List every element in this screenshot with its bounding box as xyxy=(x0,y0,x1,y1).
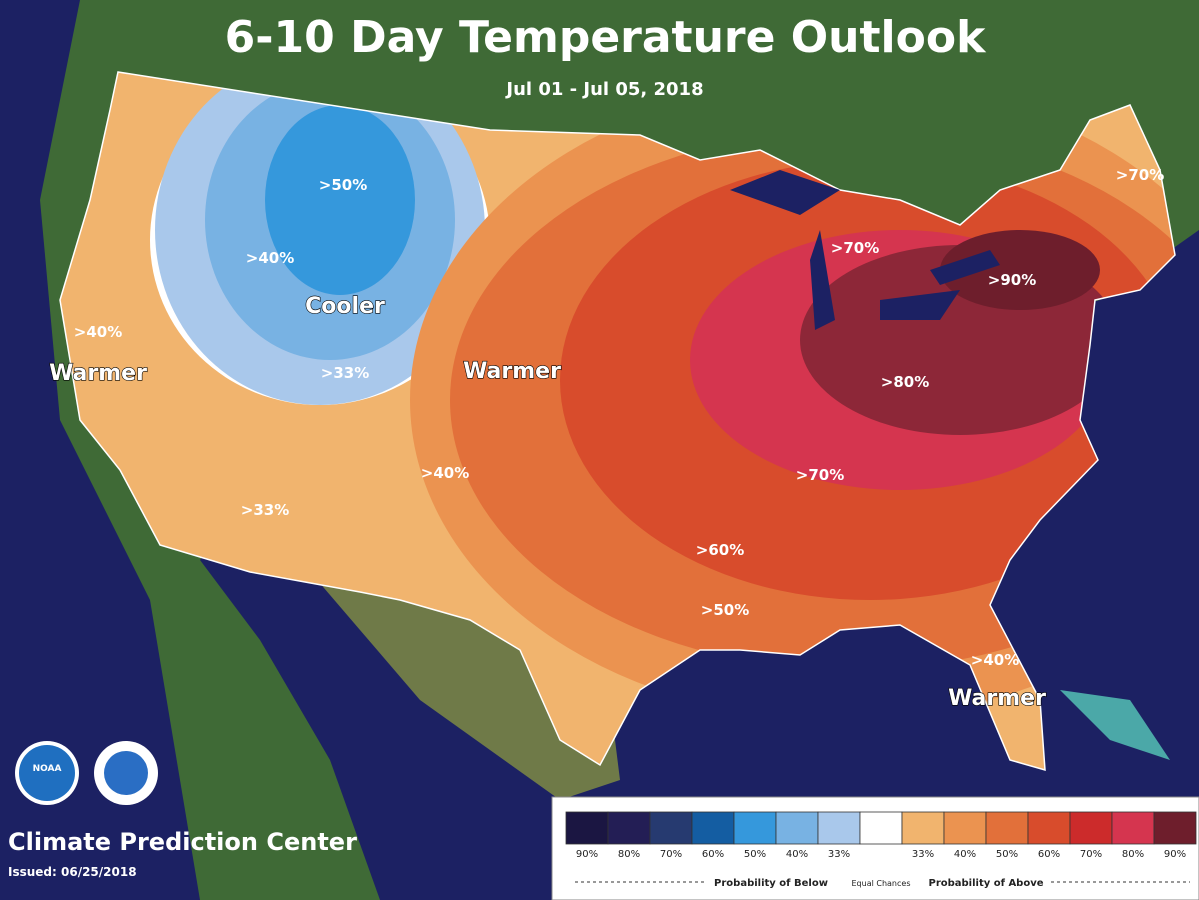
legend-label: 70% xyxy=(1080,849,1102,860)
legend-label: 60% xyxy=(702,849,724,860)
map-label: >90% xyxy=(988,271,1036,289)
legend-below: Probability of Below xyxy=(714,878,828,889)
map-label: >33% xyxy=(241,501,289,519)
legend-label: 50% xyxy=(744,849,766,860)
legend-swatch xyxy=(1153,811,1197,845)
legend-swatch xyxy=(691,811,735,845)
map-label: >40% xyxy=(971,651,1019,669)
legend-swatch xyxy=(817,811,861,845)
noaa-text: NOAA xyxy=(33,764,62,774)
map-label: >80% xyxy=(881,373,929,391)
legend-label: 80% xyxy=(1122,849,1144,860)
map-label: >50% xyxy=(319,176,367,194)
legend-label: 33% xyxy=(912,849,934,860)
legend-label: 90% xyxy=(1164,849,1186,860)
map-label: >60% xyxy=(696,541,744,559)
legend: 90% 80% 70% 60% 50% 40% 33% 33% 40% 50% 60% 70% 80% 9… xyxy=(565,811,1197,889)
map-label: >33% xyxy=(321,364,369,382)
map-label: Warmer xyxy=(948,686,1046,711)
legend-swatch xyxy=(649,811,693,845)
legend-swatch xyxy=(733,811,777,845)
legend-label: 40% xyxy=(954,849,976,860)
legend-swatch xyxy=(607,811,651,845)
issued-date: Issued: 06/25/2018 xyxy=(8,865,137,879)
noaa-logo-inner xyxy=(19,745,75,801)
legend-swatch xyxy=(1027,811,1071,845)
map-label: Warmer xyxy=(49,361,147,386)
legend-label: 50% xyxy=(996,849,1018,860)
great-lakes xyxy=(730,170,1000,330)
map-label: >70% xyxy=(1116,166,1164,184)
legend-swatch xyxy=(943,811,987,845)
map-label: >70% xyxy=(796,466,844,484)
map-label: >40% xyxy=(246,249,294,267)
legend-swatch xyxy=(859,811,903,845)
legend-label: 90% xyxy=(576,849,598,860)
legend-label: 40% xyxy=(786,849,808,860)
legend-swatch xyxy=(901,811,945,845)
center-name: Climate Prediction Center xyxy=(8,828,357,856)
map-label: >70% xyxy=(831,239,879,257)
legend-above: Probability of Above xyxy=(928,878,1043,889)
legend-swatch xyxy=(565,811,609,845)
legend-swatch xyxy=(775,811,819,845)
map-label: >40% xyxy=(421,464,469,482)
map-label: >50% xyxy=(701,601,749,619)
contour-90-above xyxy=(940,230,1100,310)
legend-label: 60% xyxy=(1038,849,1060,860)
contour-50-below xyxy=(265,105,415,295)
nws-logo-inner xyxy=(104,751,148,795)
legend-swatch xyxy=(1069,811,1113,845)
map-label: >40% xyxy=(74,323,122,341)
title: 6-10 Day Temperature Outlook xyxy=(225,12,987,63)
legend-label: 70% xyxy=(660,849,682,860)
bahamas xyxy=(1060,690,1170,760)
legend-equal: Equal Chances xyxy=(852,879,911,888)
map-label: Warmer xyxy=(463,359,561,384)
legend-swatch xyxy=(1111,811,1155,845)
legend-label: 33% xyxy=(828,849,850,860)
legend-swatch xyxy=(985,811,1029,845)
map-label: Cooler xyxy=(305,294,385,319)
us-outline xyxy=(59,71,1176,772)
subtitle: Jul 01 - Jul 05, 2018 xyxy=(504,79,703,100)
legend-label: 80% xyxy=(618,849,640,860)
